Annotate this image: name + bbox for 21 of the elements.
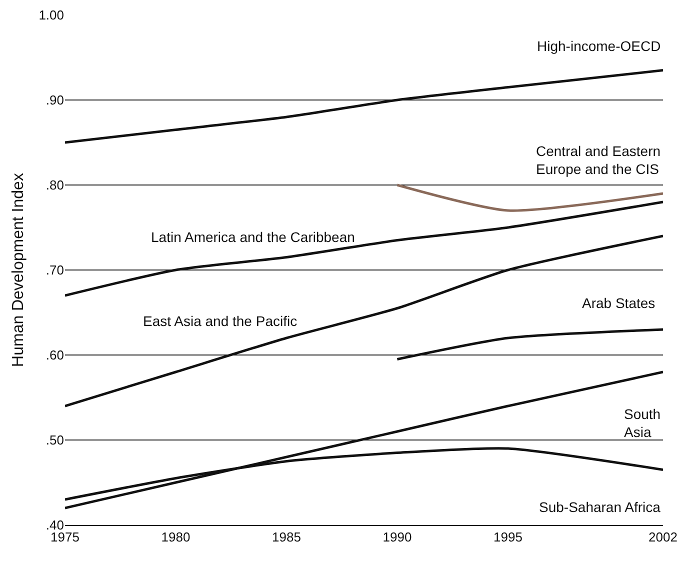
x-tick-label: 1990 <box>382 530 412 545</box>
annotation: High-income-OECD <box>537 38 661 54</box>
x-tick-label: 1980 <box>161 530 190 545</box>
y-axis-title: Human Development Index <box>10 173 27 367</box>
y-tick-label: .80 <box>46 178 64 193</box>
annotation: Sub-Saharan Africa <box>539 499 661 515</box>
annotation: South Asia <box>624 406 661 440</box>
x-tick-label: 2002 <box>648 530 678 545</box>
annotation: Latin America and the Caribbean <box>151 229 355 245</box>
annotation: Arab States <box>582 295 656 311</box>
y-tick-label: .90 <box>46 92 64 108</box>
line-series <box>65 200 663 297</box>
annotation: Central and Eastern Europe and the CIS <box>536 143 661 178</box>
line-series <box>65 69 663 144</box>
x-tick-label: 1985 <box>272 530 301 545</box>
y-tick-label: .60 <box>46 348 64 363</box>
y-tick-label: .70 <box>46 262 64 278</box>
y-tick-label: 1.00 <box>38 8 64 23</box>
y-tick-label: .50 <box>46 432 64 448</box>
annotation: East Asia and the Pacific <box>143 313 298 329</box>
x-tick-label: 1995 <box>494 530 522 545</box>
